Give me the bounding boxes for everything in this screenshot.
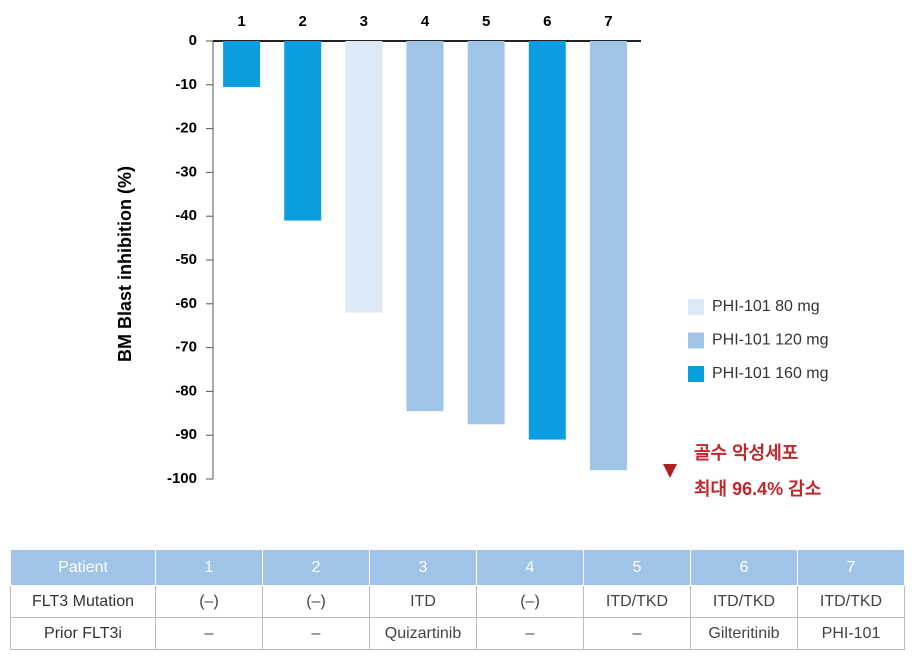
table-cell: PHI-101 <box>797 617 905 650</box>
y-tick-label: -10 <box>175 76 197 93</box>
header-cell: 6 <box>690 549 798 586</box>
bar <box>345 41 383 313</box>
table-cell: FLT3 Mutation <box>10 585 156 618</box>
legend-label: PHI-101 120 mg <box>712 332 829 349</box>
bar <box>284 41 322 221</box>
y-tick-label: -40 <box>175 207 197 224</box>
y-tick-label: -20 <box>175 120 197 137</box>
x-tick-label: 3 <box>360 13 368 30</box>
legend-swatch <box>688 366 704 382</box>
y-tick-label: -90 <box>175 426 197 443</box>
table-row: Patient 1 2 3 4 5 6 7 <box>10 549 905 586</box>
bar <box>223 41 261 87</box>
table-row: FLT3 Mutation (–) (–) ITD (–) ITD/TKD ITD/TKD I… <box>10 585 905 618</box>
header-cell: Patient <box>10 549 156 586</box>
table-cell: (–) <box>155 585 263 618</box>
y-tick-label: -50 <box>175 251 197 268</box>
legend-label: PHI-101 160 mg <box>712 365 829 382</box>
table-cell: Quizartinib <box>369 617 477 650</box>
table-cell: Prior FLT3i <box>10 617 156 650</box>
x-tick-label: 5 <box>482 13 490 30</box>
bar <box>406 41 444 412</box>
annotation: 최대 96.4% 감소 <box>694 479 821 499</box>
table-cell: (–) <box>476 585 584 618</box>
x-tick-label: 4 <box>421 13 430 30</box>
y-tick-label: -60 <box>175 295 197 312</box>
arrow-head <box>663 464 677 478</box>
table-row: Prior FLT3i – – Quizartinib – – Gilteritinib PH… <box>10 617 905 650</box>
y-tick-label: 0 <box>189 32 197 49</box>
table: Patient 1 2 3 4 5 6 7 FLT3 Mutation (–) (–) ITD (–) I… <box>10 549 905 650</box>
table-cell: – <box>155 617 263 650</box>
table-cell: ITD/TKD <box>797 585 905 618</box>
table-cell: – <box>583 617 691 650</box>
legend-label: PHI-101 80 mg <box>712 298 820 315</box>
x-tick-label: 7 <box>604 13 612 30</box>
header-cell: 7 <box>797 549 905 586</box>
header-cell: 2 <box>262 549 370 586</box>
x-tick-label: 1 <box>237 13 245 30</box>
header-cell: 5 <box>583 549 691 586</box>
chart: BM Blast inhibition (%) 0 -10 -20 -30 -40 -50… <box>115 13 829 499</box>
header-cell: 3 <box>369 549 477 586</box>
table-cell: – <box>476 617 584 650</box>
table-cell: (–) <box>262 585 370 618</box>
y-tick-label: -100 <box>167 470 197 487</box>
x-tick-label: 6 <box>543 13 551 30</box>
legend-swatch <box>688 299 704 315</box>
table-cell: ITD <box>369 585 477 618</box>
y-tick-label: -70 <box>175 339 197 356</box>
y-tick-label: -80 <box>175 382 197 399</box>
legend-swatch <box>688 332 704 349</box>
table-cell: Gilteritinib <box>690 617 798 650</box>
y-tick-label: -30 <box>175 163 197 180</box>
table-cell: ITD/TKD <box>583 585 691 618</box>
header-cell: 4 <box>476 549 584 586</box>
bar <box>589 41 627 471</box>
x-tick-label: 2 <box>299 13 307 30</box>
table-cell: – <box>262 617 370 650</box>
header-cell: 1 <box>155 549 263 586</box>
annotation: 골수 악성세포 <box>694 443 798 463</box>
table-cell: ITD/TKD <box>690 585 798 618</box>
bar <box>528 41 566 440</box>
bar <box>467 41 505 425</box>
y-axis-label: BM Blast inhibition (%) <box>115 166 135 362</box>
